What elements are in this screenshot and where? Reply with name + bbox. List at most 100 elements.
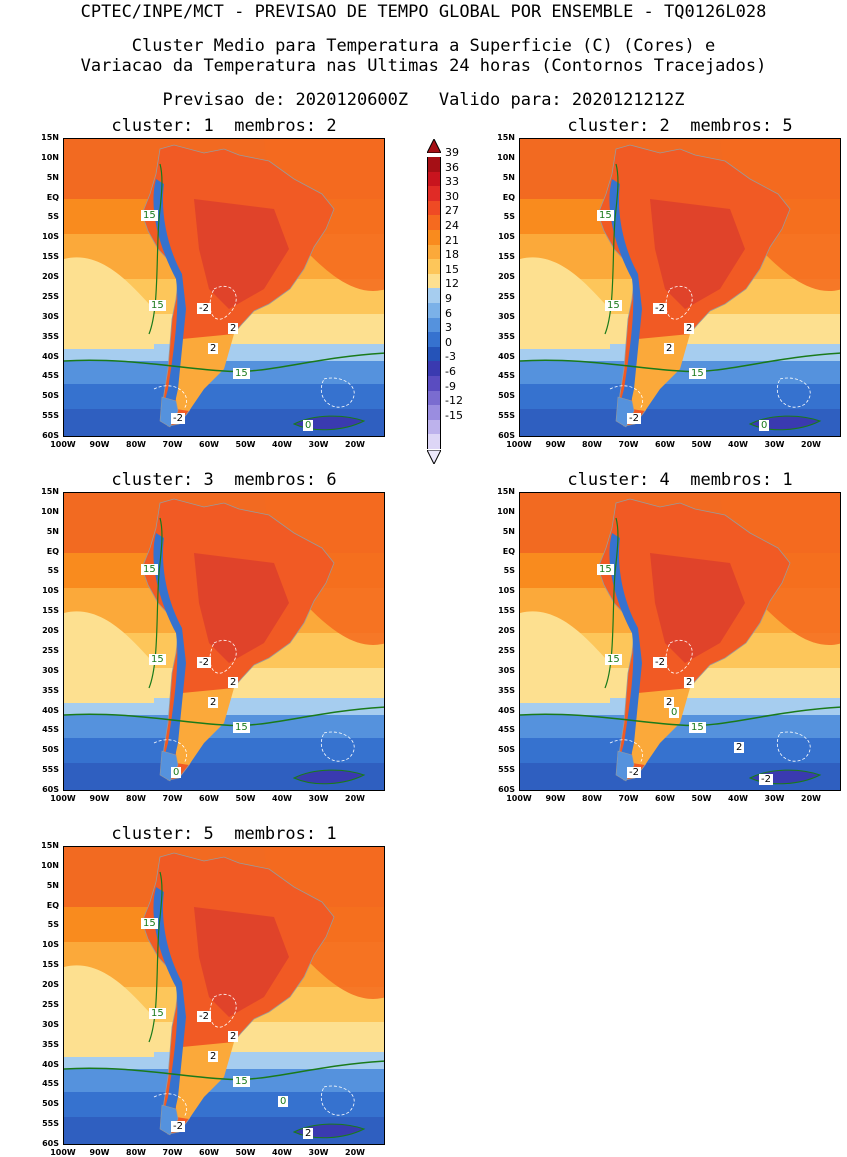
lon-tick-label: 20W bbox=[801, 794, 821, 803]
colorbar-segment bbox=[427, 244, 441, 260]
southern-cone bbox=[632, 334, 690, 411]
map-svg bbox=[64, 847, 384, 1144]
temperature-map bbox=[63, 846, 385, 1145]
colorbar-segment bbox=[427, 288, 441, 303]
lat-tick-label: 40S bbox=[42, 351, 59, 361]
contour-label: 2 bbox=[228, 677, 239, 688]
lat-tick-label: EQ bbox=[46, 192, 59, 202]
temperature-band bbox=[64, 384, 384, 409]
lon-tick-label: 40W bbox=[272, 1148, 292, 1157]
southern-cone bbox=[176, 1042, 234, 1119]
lat-tick-label: 10S bbox=[42, 232, 59, 242]
temperature-band bbox=[520, 384, 840, 409]
lat-tick-label: 50S bbox=[42, 745, 59, 755]
colorbar-label: 6 bbox=[445, 306, 452, 320]
contour-label: 15 bbox=[149, 654, 166, 665]
colorbar-segment bbox=[427, 259, 441, 274]
colorbar-label: -15 bbox=[445, 408, 463, 422]
colorbar-label: 36 bbox=[445, 160, 459, 174]
lat-tick-label: 10N bbox=[41, 152, 59, 162]
map-panel-cluster-4: cluster: 4 membros: 1 15N 10N 5N EQ 5S 10S 15S… bbox=[497, 470, 841, 803]
lat-tick-label: 30S bbox=[498, 311, 515, 321]
colorbar-segment bbox=[427, 229, 441, 245]
contour-label: 2 bbox=[684, 323, 695, 334]
colorbar-segment bbox=[427, 361, 441, 376]
contour-label: 15 bbox=[233, 368, 250, 379]
lat-tick-label: 5N bbox=[502, 172, 515, 182]
cool-pacific-region bbox=[64, 965, 154, 1057]
contour-label: 2 bbox=[208, 343, 219, 354]
lat-tick-label: 30S bbox=[42, 1019, 59, 1029]
lon-tick-label: 30W bbox=[308, 794, 329, 803]
lon-tick-label: 50W bbox=[691, 794, 712, 803]
andes-cold-strip bbox=[609, 179, 642, 425]
lat-tick-label: 15S bbox=[42, 606, 59, 616]
colorbar-label: 12 bbox=[445, 277, 459, 291]
contour-label: 2 bbox=[664, 343, 675, 354]
lat-tick-label: 25S bbox=[498, 291, 515, 301]
lat-tick-label: 55S bbox=[498, 765, 515, 775]
colorbar-label: -9 bbox=[445, 379, 456, 393]
map-panel-cluster-5: cluster: 5 membros: 1 15N 10N 5N EQ 5S 10S 15S… bbox=[41, 824, 385, 1157]
contour-label: -2 bbox=[197, 657, 211, 668]
lat-tick-label: 45S bbox=[498, 725, 515, 735]
contour-label: 2 bbox=[303, 1128, 314, 1139]
lat-tick-label: 55S bbox=[42, 1119, 59, 1129]
lon-tick-label: 70W bbox=[162, 1148, 183, 1157]
lon-tick-label: 30W bbox=[308, 1148, 329, 1157]
lat-tick-label: EQ bbox=[46, 546, 59, 556]
lat-tick-label: 50S bbox=[498, 391, 515, 401]
colorbar-segment bbox=[427, 215, 441, 230]
lon-tick-label: 20W bbox=[801, 440, 821, 449]
map-svg bbox=[64, 139, 384, 436]
contour-15c bbox=[64, 1060, 384, 1081]
lat-tick-label: 35S bbox=[498, 331, 515, 341]
variation-contour bbox=[609, 385, 643, 410]
temperature-band bbox=[520, 738, 840, 763]
contour-label: 2 bbox=[208, 697, 219, 708]
variation-contour bbox=[320, 1085, 355, 1116]
lat-tick-label: 45S bbox=[42, 371, 59, 381]
lat-tick-label: 5S bbox=[503, 566, 515, 576]
contour-label: 0 bbox=[669, 707, 680, 718]
contour-label: 15 bbox=[233, 722, 250, 733]
subtitle-line-2: Variacao da Temperatura nas Ultimas 24 h… bbox=[80, 56, 767, 76]
colorbar-segment bbox=[427, 171, 441, 187]
contour-label: 15 bbox=[149, 300, 166, 311]
colorbar-segment bbox=[427, 157, 441, 172]
andes-cold-strip bbox=[153, 887, 186, 1133]
temperature-band bbox=[64, 738, 384, 763]
lon-tick-label: 90W bbox=[89, 794, 110, 803]
lon-tick-label: 60W bbox=[199, 440, 219, 449]
contour-label: 15 bbox=[689, 368, 706, 379]
colorbar-label: -12 bbox=[445, 394, 463, 408]
contour-label: 0 bbox=[759, 420, 770, 431]
lon-tick-label: 80W bbox=[582, 794, 602, 803]
variation-contour bbox=[153, 385, 187, 410]
lat-tick-label: EQ bbox=[502, 546, 515, 556]
lat-tick-label: 60S bbox=[42, 431, 59, 440]
lon-tick-label: 50W bbox=[691, 440, 712, 449]
lat-tick-label: 15N bbox=[41, 487, 59, 496]
lat-tick-label: 45S bbox=[42, 1079, 59, 1089]
variation-contour bbox=[320, 377, 355, 408]
lat-tick-label: 5S bbox=[47, 212, 59, 222]
lon-tick-label: 90W bbox=[89, 1148, 110, 1157]
contour-15c bbox=[64, 706, 384, 727]
lat-tick-label: 15N bbox=[41, 133, 59, 142]
map-svg bbox=[64, 493, 384, 790]
contour-label: -2 bbox=[197, 1011, 211, 1022]
temperature-band bbox=[520, 715, 840, 738]
cool-pacific-region bbox=[520, 611, 610, 703]
temperature-map bbox=[519, 138, 841, 437]
temperature-map bbox=[63, 492, 385, 791]
lat-tick-label: 40S bbox=[42, 1059, 59, 1069]
lat-tick-label: 10N bbox=[41, 860, 59, 870]
map-svg bbox=[520, 139, 840, 436]
colorbar-label: 18 bbox=[445, 248, 459, 262]
andes-cold-strip bbox=[153, 179, 186, 425]
lat-tick-label: 15N bbox=[497, 487, 515, 496]
panel-title: cluster: 5 membros: 1 bbox=[111, 824, 337, 844]
hot-interior bbox=[194, 199, 289, 309]
lon-tick-label: 70W bbox=[162, 794, 183, 803]
